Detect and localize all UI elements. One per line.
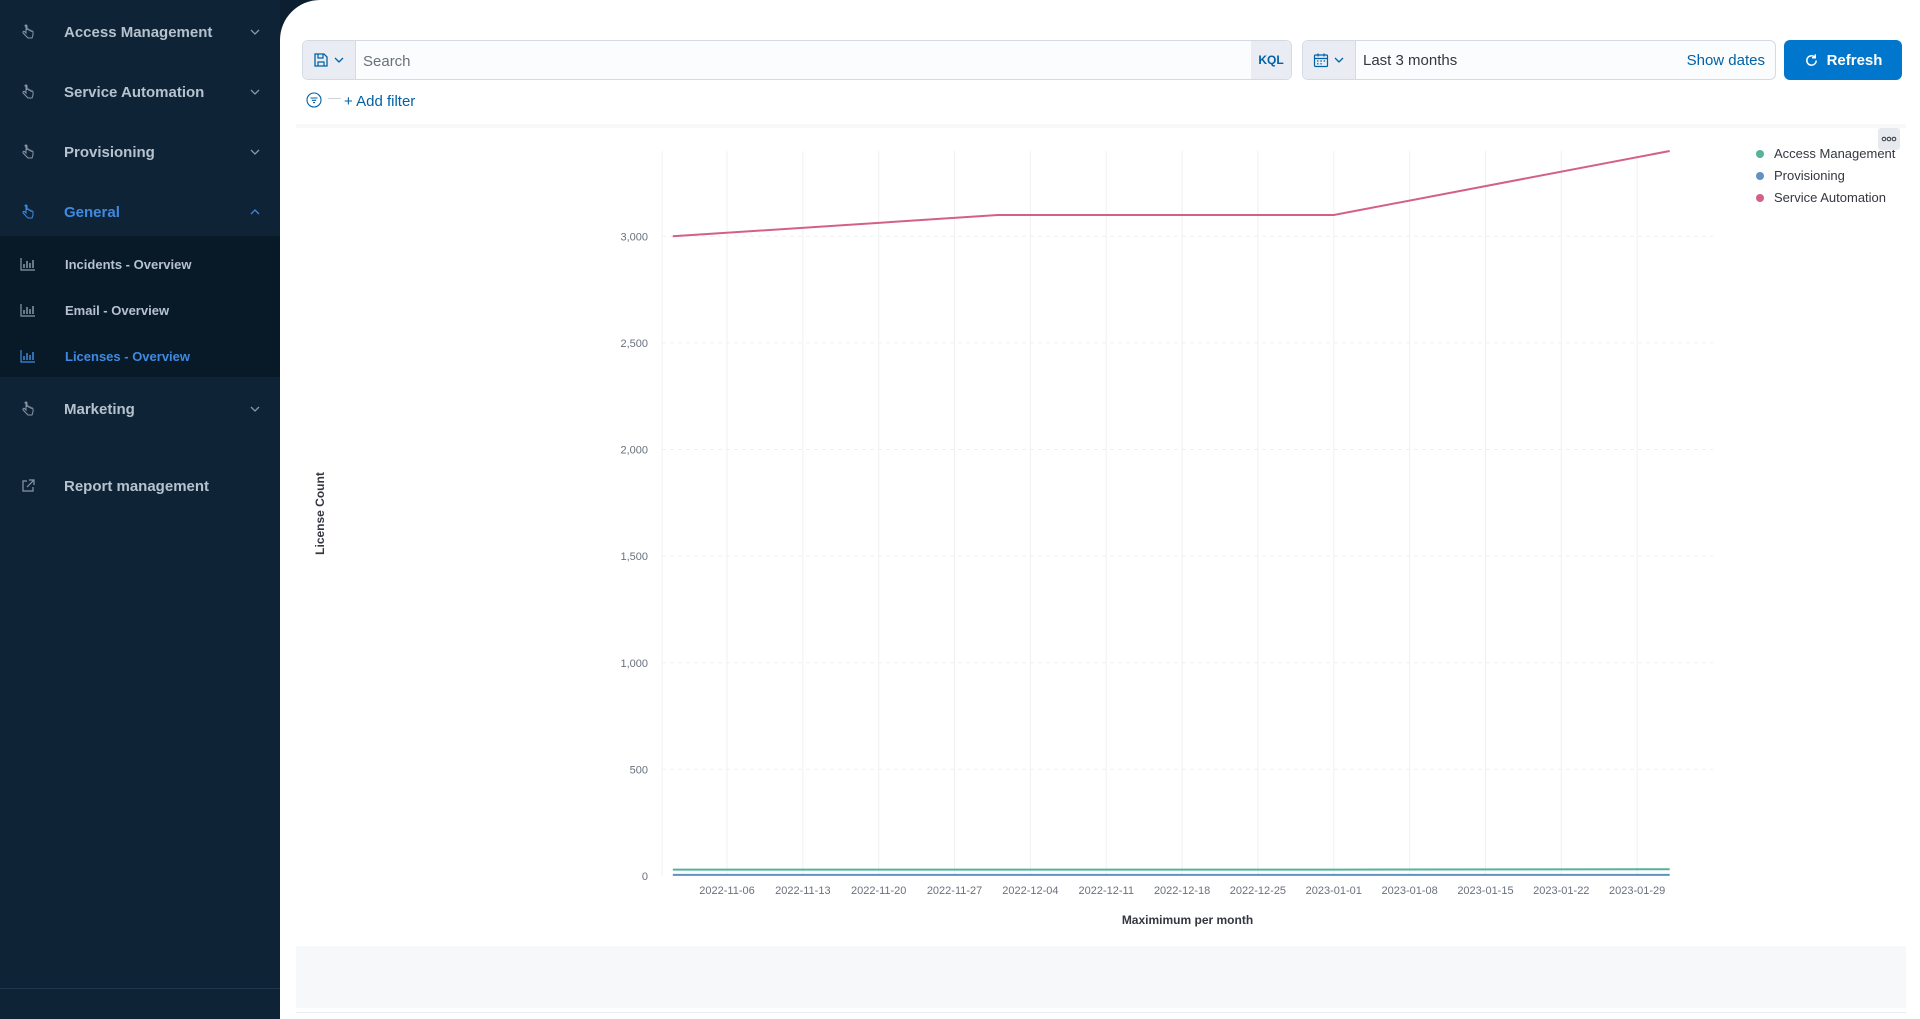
nav-label: Service Automation [64,83,205,101]
chevron-down-icon [250,89,260,95]
visualization-panel: 2022-11-06 2022-11-13 2022-11-20 2022-11-27… [296,128,1906,946]
sub-item-incidents-overview[interactable]: Incidents - Overview [0,244,280,284]
legend: Access Management Provisioning Service Aut… [1756,146,1896,205]
x-tick-label: 2022-11-06 [699,885,754,897]
y-tick-label: 1,500 [620,551,648,563]
x-tick-label: 2022-12-25 [1230,885,1286,897]
bar-chart-icon [20,258,35,271]
nav-label: Provisioning [64,143,155,161]
y-tick-label: 1,000 [620,658,648,670]
chevron-up-icon [250,209,260,215]
bar-chart-icon [20,304,35,317]
x-tick-label: 2023-01-08 [1381,885,1437,897]
legend-swatch [1756,194,1764,202]
legend-swatch [1756,150,1764,158]
grid-lines [661,151,1713,876]
nav-service-automation[interactable]: Service Automation [0,64,280,120]
hand-pointer-icon [22,204,34,219]
sidebar: Access Management Service Automation Pro… [0,0,280,1019]
hand-pointer-icon [22,401,34,416]
date-range-label[interactable]: Last 3 months [1363,52,1458,69]
chevron-down-icon [250,406,260,412]
chevron-down-icon [250,29,260,35]
y-tick-label: 0 [642,871,648,883]
x-tick-label: 2022-11-13 [775,885,830,897]
y-tick-label: 2,000 [620,445,648,457]
refresh-icon [1805,53,1817,66]
x-tick-label: 2022-12-11 [1079,885,1134,897]
external-link-icon [22,479,35,492]
refresh-label: Refresh [1826,51,1883,69]
y-tick-label: 500 [630,764,648,776]
nav-general[interactable]: General [0,184,280,240]
filter-separator: — [328,90,341,105]
date-picker: Last 3 months Show dates [1302,40,1776,80]
nav-label: Access Management [64,23,213,41]
panel-header-strip [296,124,1906,128]
main-panel: KQL Last 3 months Show dates Refresh — +… [280,0,1920,1019]
hand-pointer-icon [22,24,34,39]
nav-label: Report management [64,477,210,495]
chevron-down-icon [334,57,344,63]
hand-pointer-icon [22,144,34,159]
legend-item-label: Access Management [1774,146,1896,161]
legend-item-label: Service Automation [1774,190,1886,205]
nav-marketing[interactable]: Marketing [0,381,280,437]
license-count-chart: 2022-11-06 2022-11-13 2022-11-20 2022-11-27… [313,146,1896,927]
x-axis-title: Maximimum per month [1122,913,1253,927]
query-input-group: KQL [302,40,1292,81]
x-tick-label: 2022-11-20 [851,885,906,897]
series-line-service-automation [672,150,1670,238]
series-lines [672,150,1670,876]
bar-chart-icon [20,350,35,363]
show-dates-link[interactable]: Show dates [1686,52,1765,69]
saved-query-button[interactable] [303,41,356,79]
x-tick-label: 2023-01-01 [1306,885,1362,897]
more-options-icon [1881,136,1897,142]
quick-menu-button[interactable] [1303,41,1356,79]
nav-access-management[interactable]: Access Management [0,4,280,60]
legend-swatch [1756,172,1764,180]
sub-item-label: Licenses - Overview [65,348,191,364]
add-filter-button[interactable]: + Add filter [344,93,416,110]
calendar-icon [1313,53,1329,68]
sidebar-divider [0,988,280,989]
search-input[interactable] [361,41,1225,81]
sub-item-email-overview[interactable]: Email - Overview [0,290,280,330]
chevron-down-icon [1334,57,1344,63]
x-tick-label: 2022-12-18 [1154,885,1210,897]
filter-icon[interactable] [306,92,322,108]
legend-item-label: Provisioning [1774,168,1845,183]
nav-label: Marketing [64,400,135,418]
sub-item-licenses-overview[interactable]: Licenses - Overview [0,336,280,376]
panel-options-button[interactable] [1878,128,1900,150]
empty-panel-area [296,946,1906,1008]
hand-pointer-icon [22,84,34,99]
y-tick-label: 2,500 [620,338,648,350]
sub-item-label: Incidents - Overview [65,256,192,272]
divider [296,1012,1906,1013]
refresh-button[interactable]: Refresh [1784,40,1902,80]
x-tick-label: 2023-01-29 [1609,885,1665,897]
x-tick-label: 2022-11-27 [927,885,982,897]
nav-report-management[interactable]: Report management [0,458,280,514]
nav-label: General [64,203,120,221]
y-tick-label: 3,000 [620,231,648,243]
y-axis-title: License Count [313,472,327,555]
x-tick-label: 2022-12-04 [1002,885,1058,897]
x-tick-label: 2023-01-15 [1457,885,1513,897]
query-language-button[interactable]: KQL [1251,41,1291,79]
sub-item-label: Email - Overview [65,302,170,318]
save-icon [314,53,328,67]
general-submenu: Incidents - Overview Email - Overview Li… [0,236,280,377]
axes: 2022-11-06 2022-11-13 2022-11-20 2022-11-27… [313,231,1665,927]
x-tick-label: 2023-01-22 [1533,885,1589,897]
nav-provisioning[interactable]: Provisioning [0,124,280,180]
chevron-down-icon [250,149,260,155]
